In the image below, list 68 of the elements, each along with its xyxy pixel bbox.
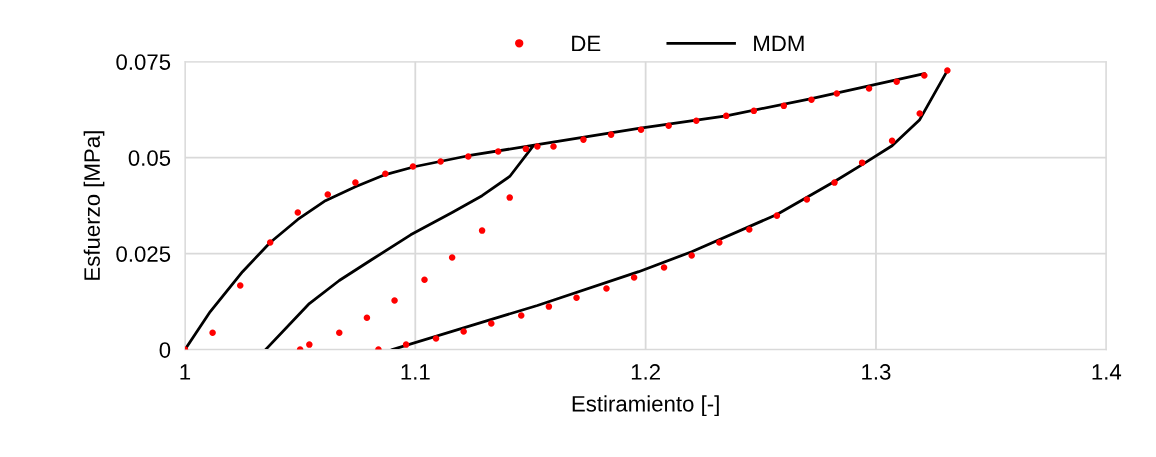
point bbox=[324, 191, 332, 198]
point bbox=[550, 143, 557, 150]
point bbox=[921, 72, 928, 79]
point bbox=[437, 158, 444, 165]
legend-label: DE bbox=[572, 35, 601, 52]
point bbox=[722, 112, 730, 120]
point bbox=[432, 335, 440, 342]
point bbox=[660, 264, 668, 271]
point bbox=[478, 227, 486, 234]
point bbox=[808, 96, 815, 103]
point bbox=[916, 110, 923, 117]
point bbox=[773, 212, 781, 219]
point bbox=[236, 282, 244, 289]
y-tick-label: 0.075 bbox=[116, 54, 171, 70]
point bbox=[944, 67, 951, 74]
point bbox=[534, 143, 541, 150]
point bbox=[580, 136, 587, 143]
point bbox=[402, 341, 410, 348]
point bbox=[665, 122, 672, 130]
x-tick-label: 1.1 bbox=[401, 364, 430, 380]
point bbox=[506, 194, 513, 201]
point bbox=[391, 297, 398, 304]
point bbox=[716, 239, 723, 246]
point bbox=[833, 90, 841, 97]
point bbox=[637, 126, 645, 133]
y-tick-label: 0.05 bbox=[128, 150, 171, 166]
x-tick-label: 1.2 bbox=[631, 364, 660, 380]
point bbox=[746, 226, 753, 233]
point bbox=[306, 341, 313, 348]
point bbox=[517, 312, 525, 319]
point bbox=[693, 117, 700, 125]
x-tick-label: 1.3 bbox=[862, 364, 891, 380]
point bbox=[573, 294, 580, 302]
x-tick-label: 1.4 bbox=[1092, 364, 1122, 380]
point bbox=[336, 329, 343, 336]
point bbox=[780, 102, 788, 110]
y-axis-title: Esfuerzo [MPa] bbox=[83, 131, 105, 280]
x-tick-label: 1 bbox=[180, 364, 191, 380]
point bbox=[494, 148, 502, 155]
y-tick-label: 0.025 bbox=[116, 246, 171, 262]
point bbox=[831, 179, 838, 186]
point bbox=[545, 303, 553, 310]
point bbox=[603, 285, 610, 292]
y-tick-label: 0 bbox=[159, 342, 171, 358]
point bbox=[803, 196, 811, 203]
point bbox=[382, 170, 389, 178]
point bbox=[630, 274, 638, 281]
point bbox=[409, 163, 417, 170]
legend-label: MDM bbox=[754, 35, 804, 52]
point bbox=[858, 159, 866, 166]
x-axis-title: Estiramiento [-] bbox=[572, 395, 719, 417]
point bbox=[294, 209, 302, 216]
point bbox=[448, 254, 456, 261]
point bbox=[688, 252, 695, 259]
point bbox=[421, 276, 428, 283]
point bbox=[460, 328, 467, 335]
point bbox=[888, 137, 896, 145]
point bbox=[266, 239, 274, 246]
point bbox=[363, 314, 371, 321]
point bbox=[607, 131, 615, 138]
point bbox=[522, 145, 530, 153]
point bbox=[750, 107, 758, 115]
point bbox=[352, 179, 359, 186]
point bbox=[893, 78, 900, 85]
point bbox=[209, 329, 216, 336]
point bbox=[865, 85, 873, 92]
point bbox=[488, 320, 495, 327]
point bbox=[465, 153, 472, 160]
